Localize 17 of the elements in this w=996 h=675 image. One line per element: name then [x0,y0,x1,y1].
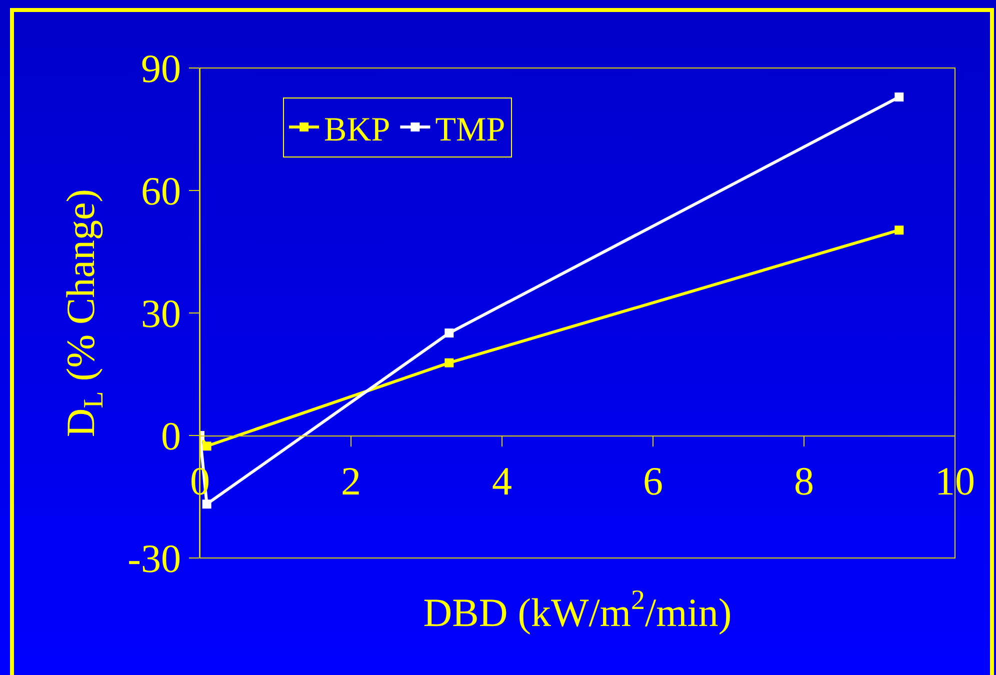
legend-label: BKP [324,111,390,148]
legend-label: TMP [435,111,506,148]
x-tick-label: 6 [643,458,663,504]
x-axis-title: DBD (kW/m$^{2}$/min) [423,585,732,635]
y-tick-label: 60 [141,168,181,214]
point [894,92,904,102]
point [202,442,212,451]
point [444,328,454,338]
y-tick-label: 30 [141,291,181,336]
y-tick-label: 0 [161,414,181,458]
x-tick-label: 2 [341,458,361,504]
y-tick-label: 90 [141,46,181,91]
point [894,226,904,235]
y-tick-label: -30 [128,536,181,581]
point [444,358,454,368]
x-tick-label: 8 [794,458,814,504]
x-tick-label: 4 [492,458,512,504]
